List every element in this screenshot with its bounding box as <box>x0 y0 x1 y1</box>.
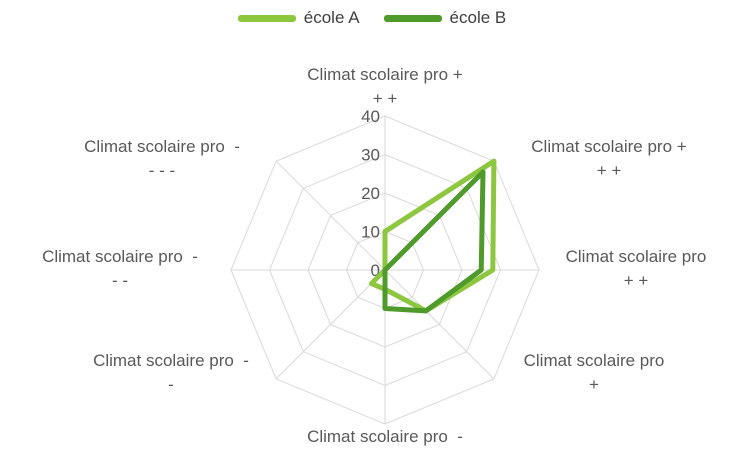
category-label-2: Climat scolaire pro + + <box>565 247 707 290</box>
category-label-1: Climat scolaire pro + + + <box>531 137 687 180</box>
tick-label-4: 40 <box>361 107 380 126</box>
legend-item-ecole-a: école A <box>237 8 360 28</box>
category-label-7: Climat scolaire pro - - - - <box>84 137 240 180</box>
legend: école A école B <box>0 8 744 28</box>
grid-ring-3 <box>268 153 502 387</box>
category-label-4: Climat scolaire pro - <box>307 427 463 446</box>
category-label-6: Climat scolaire pro - - - <box>42 247 198 290</box>
legend-swatch-ecole-a <box>237 14 296 22</box>
tick-label-1: 10 <box>361 223 380 242</box>
legend-swatch-ecole-b <box>383 14 442 22</box>
grid-ring-4 <box>230 115 540 425</box>
legend-label-ecole-b: école B <box>449 8 507 27</box>
tick-label-0: 0 <box>371 261 380 280</box>
grid-ring-2 <box>307 192 463 348</box>
legend-item-ecole-b: école B <box>383 8 507 28</box>
category-label-0: Climat scolaire pro + + + <box>307 65 463 108</box>
series-line-ecole-b <box>382 169 486 314</box>
tick-label-2: 20 <box>361 184 380 203</box>
category-label-3: Climat scolaire pro + <box>523 351 665 394</box>
tick-label-3: 30 <box>361 146 380 165</box>
category-label-5: Climat scolaire pro - - <box>93 351 249 394</box>
series-line-ecole-a <box>368 158 497 314</box>
legend-label-ecole-a: école A <box>303 8 360 27</box>
